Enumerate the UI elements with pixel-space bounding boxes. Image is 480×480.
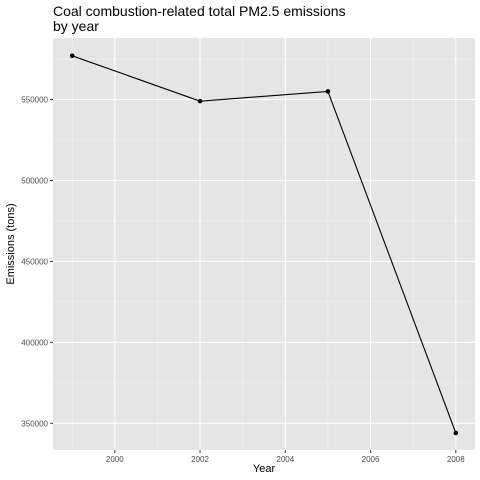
x-tick-label: 2008 <box>447 455 465 464</box>
x-axis-title: Year <box>253 463 276 475</box>
y-tick-label: 550000 <box>21 96 48 105</box>
y-tick-label: 350000 <box>21 419 48 428</box>
y-axis-title: Emissions (tons) <box>5 203 17 284</box>
chart-title-line-1: Coal combustion-related total PM2.5 emis… <box>53 3 346 19</box>
x-tick-label: 2006 <box>362 455 380 464</box>
minor-gridlines <box>53 38 475 450</box>
major-gridlines <box>53 38 475 450</box>
x-tick-label: 2004 <box>276 455 294 464</box>
x-tick-label: 2002 <box>191 455 209 464</box>
data-points <box>69 53 459 436</box>
y-tick-label: 400000 <box>21 338 48 347</box>
series-line-group <box>71 55 457 434</box>
data-point-2008 <box>453 430 459 436</box>
data-point-2005 <box>325 89 331 94</box>
data-point-2002 <box>197 98 203 104</box>
y-tick-label: 450000 <box>21 257 48 266</box>
plot-panel <box>53 38 475 450</box>
y-tick-label: 500000 <box>21 176 48 185</box>
series-line <box>71 55 457 434</box>
x-tick-label: 2000 <box>106 455 124 464</box>
data-point-1999 <box>69 53 75 59</box>
y-axis: 350000 400000 450000 500000 550000 <box>21 96 53 428</box>
chart-title-line-2: by year <box>53 18 99 34</box>
x-axis: 2000 2002 2004 2006 2008 <box>106 450 465 464</box>
